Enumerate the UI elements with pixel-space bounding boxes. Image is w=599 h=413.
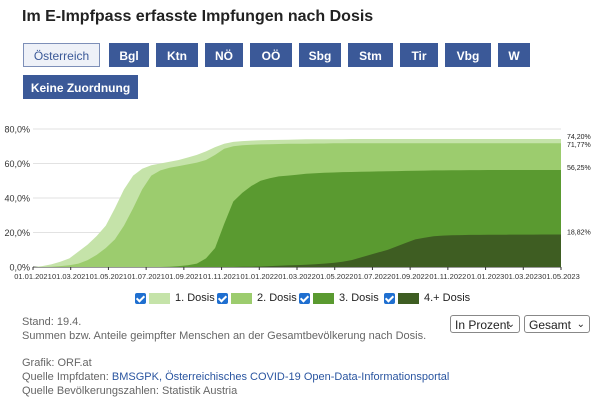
region-button-noe[interactable]: NÖ <box>205 43 243 67</box>
x-tick-label: 01.05.2023 <box>542 272 580 281</box>
x-tick-label: 01.09.2021 <box>165 272 203 281</box>
legend-swatch-dose4 <box>398 293 419 304</box>
vaccination-area-chart: 0,0% 20,0% 40,0% 60,0% 80,0% 74,20%71,77% 56,2… <box>4 125 591 282</box>
x-tick-label: 01.03.2021 <box>52 272 90 281</box>
chevron-down-icon: ⌄ <box>576 319 585 330</box>
credit-impfdaten-link[interactable]: BMSGPK, Österreichisches COVID-19 Open-D… <box>111 371 450 383</box>
y-tick-label: 0,0% <box>9 263 30 273</box>
end-value-label: 56,25% <box>567 165 591 172</box>
x-tick-label: 01.09.2022 <box>391 272 429 281</box>
x-tick-label: 01.05.2022 <box>316 272 354 281</box>
area-series-dose4 <box>33 234 561 267</box>
x-tick-label: 01.11.2022 <box>429 272 466 281</box>
credit-impfdaten-prefix: Quelle Impfdaten: <box>22 371 112 383</box>
region-button-ooe[interactable]: OÖ <box>250 43 292 67</box>
checkbox-icon[interactable] <box>135 293 146 304</box>
region-button-ktn[interactable]: Ktn <box>156 43 198 67</box>
mode-select[interactable]: In Prozent ⌄ <box>450 315 520 333</box>
description-text: Summen bzw. Anteile geimpfter Menschen a… <box>22 330 427 342</box>
x-tick-label: 01.05.2021 <box>90 272 128 281</box>
legend-label: 1. Dosis <box>175 292 215 304</box>
end-value-label: 71,77% <box>567 142 591 149</box>
legend-swatch-dose3 <box>313 293 334 304</box>
region-button-bgl[interactable]: Bgl <box>109 43 149 67</box>
end-value-label: 74,20% <box>567 134 591 141</box>
checkbox-icon[interactable] <box>217 293 228 304</box>
region-button-oesterreich[interactable]: Österreich <box>23 43 100 67</box>
x-tick-label: 01.07.2022 <box>354 272 392 281</box>
x-tick-label: 01.03.2022 <box>278 272 316 281</box>
legend-swatch-dose1 <box>149 293 170 304</box>
scope-select[interactable]: Gesamt ⌄ <box>524 315 590 333</box>
checkbox-icon[interactable] <box>384 293 395 304</box>
checkbox-icon[interactable] <box>299 293 310 304</box>
x-tick-label: 01.01.2022 <box>241 272 279 281</box>
stand-text: Stand: 19.4. <box>22 316 82 328</box>
legend-label: 3. Dosis <box>339 292 379 304</box>
x-tick-label: 01.01.2021 <box>14 272 52 281</box>
page-title: Im E-Impfpass erfasste Impfungen nach Do… <box>22 8 374 25</box>
x-tick-label: 01.11.2021 <box>203 272 240 281</box>
chevron-down-icon: ⌄ <box>506 319 515 330</box>
region-button-sbg[interactable]: Sbg <box>299 43 341 67</box>
region-button-w[interactable]: W <box>498 43 530 67</box>
credit-impfdaten: Quelle Impfdaten: BMSGPK, Österreichisch… <box>22 371 449 383</box>
credit-bevoelkerung: Quelle Bevölkerungszahlen: Statistik Aus… <box>22 385 238 397</box>
y-tick-label: 20,0% <box>4 228 30 238</box>
legend-swatch-dose2 <box>231 293 252 304</box>
region-button-vbg[interactable]: Vbg <box>445 43 491 67</box>
region-button-tir[interactable]: Tir <box>400 43 438 67</box>
scope-select-value: Gesamt <box>529 318 572 332</box>
y-tick-label: 40,0% <box>4 194 30 204</box>
x-tick-label: 01.03.2023 <box>505 272 543 281</box>
y-tick-label: 60,0% <box>4 159 30 169</box>
region-button-keine-zuordnung[interactable]: Keine Zuordnung <box>23 75 138 99</box>
region-button-stm[interactable]: Stm <box>348 43 393 67</box>
x-tick-label: 01.01.2023 <box>467 272 505 281</box>
end-value-label: 18,82% <box>567 230 591 237</box>
legend-label: 2. Dosis <box>257 292 297 304</box>
mode-select-value: In Prozent <box>455 318 510 332</box>
y-tick-label: 80,0% <box>4 125 30 135</box>
x-tick-label: 01.07.2021 <box>127 272 165 281</box>
credit-grafik: Grafik: ORF.at <box>22 357 92 369</box>
legend-label: 4.+ Dosis <box>424 292 471 304</box>
